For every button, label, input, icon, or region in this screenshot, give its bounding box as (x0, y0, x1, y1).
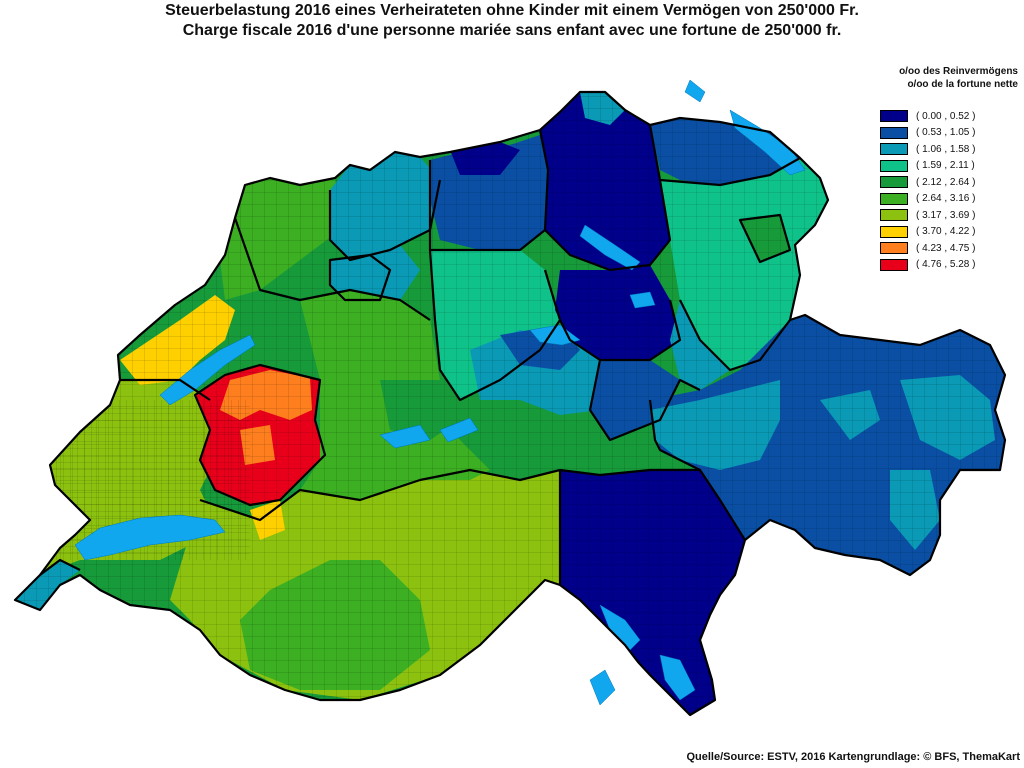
source-credit: Quelle/Source: ESTV, 2016 Kartengrundlag… (686, 751, 1020, 763)
legend-label: ( 3.17 , 3.69 ) (916, 209, 976, 221)
legend-swatch (880, 126, 908, 139)
legend-swatch (880, 143, 908, 156)
legend-item: ( 0.00 , 0.52 ) (880, 108, 975, 125)
legend-label: ( 4.23 , 4.75 ) (916, 242, 976, 254)
legend-item: ( 3.70 , 4.22 ) (880, 224, 975, 241)
legend-swatch (880, 209, 908, 222)
map-title-french: Charge fiscale 2016 d'une personne marié… (182, 22, 842, 39)
legend-swatch (880, 110, 908, 123)
legend-swatch (880, 225, 908, 238)
legend-item: ( 3.17 , 3.69 ) (880, 207, 975, 224)
legend-item: ( 0.53 , 1.05 ) (880, 125, 975, 142)
legend-label: ( 0.53 , 1.05 ) (916, 127, 976, 139)
legend-label: ( 2.12 , 2.64 ) (916, 176, 976, 188)
legend-swatch (880, 159, 908, 172)
legend: ( 0.00 , 0.52 ) ( 0.53 , 1.05 ) ( 1.06 ,… (880, 108, 975, 273)
legend-label: ( 1.06 , 1.58 ) (916, 143, 976, 155)
legend-heading-french: o/oo de la fortune nette (907, 79, 1018, 90)
legend-item: ( 1.59 , 2.11 ) (880, 158, 975, 175)
legend-swatch (880, 176, 908, 189)
legend-label: ( 2.64 , 3.16 ) (916, 193, 976, 205)
legend-swatch (880, 242, 908, 255)
legend-heading-german: o/oo des Reinvermögens (899, 66, 1018, 77)
legend-label: ( 0.00 , 0.52 ) (916, 110, 976, 122)
legend-item: ( 2.64 , 3.16 ) (880, 191, 975, 208)
legend-item: ( 4.76 , 5.28 ) (880, 257, 975, 274)
legend-item: ( 4.23 , 4.75 ) (880, 240, 975, 257)
legend-swatch (880, 258, 908, 271)
map-title-german: Steuerbelastung 2016 eines Verheirateten… (165, 2, 859, 19)
legend-label: ( 4.76 , 5.28 ) (916, 259, 976, 271)
legend-item: ( 2.12 , 2.64 ) (880, 174, 975, 191)
legend-label: ( 3.70 , 4.22 ) (916, 226, 976, 238)
legend-swatch (880, 192, 908, 205)
legend-item: ( 1.06 , 1.58 ) (880, 141, 975, 158)
legend-label: ( 1.59 , 2.11 ) (916, 160, 975, 172)
